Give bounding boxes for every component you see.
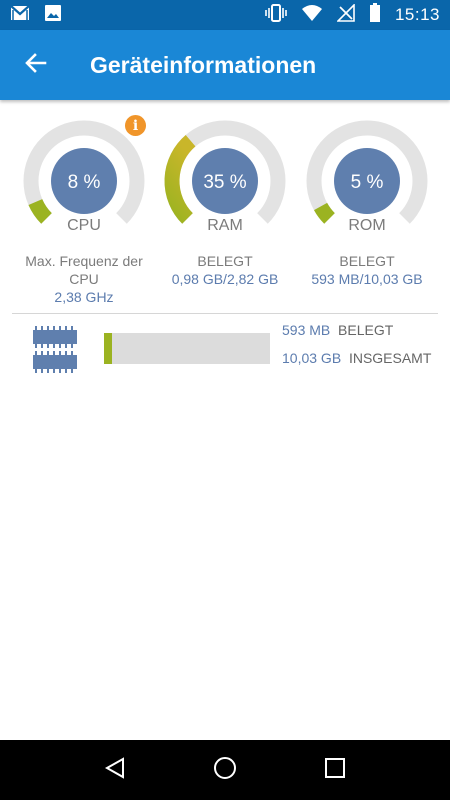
rom-gauge-fill: [313, 202, 336, 224]
rom-name-label: ROM: [348, 217, 385, 234]
cpu-name-label: CPU: [67, 217, 101, 234]
battery-icon: [369, 2, 381, 28]
ram-gauge[interactable]: 35 % RAM: [155, 115, 295, 245]
gallery-icon: [44, 4, 62, 27]
status-bar: 15:13: [0, 0, 450, 30]
cpu-gauge-fill: [28, 198, 53, 224]
ram-gauge-center: [192, 148, 258, 214]
ram-gauge-svg: 35 % RAM: [164, 120, 286, 234]
rom-info: BELEGT 593 MB/10,03 GB: [287, 252, 447, 288]
wifi-icon: [301, 4, 323, 27]
gauges-section: 8 % CPU 35 % RAM 5 % ROM: [0, 115, 450, 315]
cpu-gauge-track: [23, 120, 145, 224]
gmail-icon: [10, 4, 30, 26]
ram-info: BELEGT 0,98 GB/2,82 GB: [145, 252, 305, 288]
page-title: Geräteinformationen: [90, 51, 317, 78]
storage-total-label: INSGESAMT: [348, 350, 432, 366]
ram-gauge-fill: [164, 134, 196, 224]
status-time: 15:13: [394, 5, 440, 24]
rom-gauge[interactable]: 5 % ROM: [297, 115, 437, 245]
nav-recents-button[interactable]: [310, 745, 360, 795]
memory-chip-icon: [30, 324, 80, 381]
cpu-info: Max. Frequenz der CPU 2,38 GHz: [14, 252, 154, 306]
vibrate-icon: [265, 3, 287, 27]
rom-gauge-track: [306, 120, 428, 224]
back-button[interactable]: [8, 30, 64, 100]
storage-total: 10,03 GB INSGESAMT: [282, 350, 431, 366]
navigation-bar: [0, 740, 450, 800]
rom-info-value: 593 MB/10,03 GB: [311, 271, 423, 287]
nav-back-button[interactable]: [90, 745, 140, 795]
rom-gauge-svg: 5 % ROM: [306, 120, 428, 234]
recents-square-icon: [324, 757, 346, 784]
rom-info-label: BELEGT: [339, 253, 395, 269]
arrow-back-icon: [24, 51, 48, 80]
divider: [12, 313, 438, 314]
storage-used-label: BELEGT: [338, 322, 394, 338]
cpu-gauge-svg: 8 % CPU: [23, 120, 145, 234]
rom-gauge-center: [334, 148, 400, 214]
storage-used-value: 593 MB: [282, 322, 331, 338]
cpu-info-label: Max. Frequenz der CPU: [25, 253, 143, 287]
storage-progress-bar: [104, 333, 270, 364]
storage-total-value: 10,03 GB: [282, 350, 342, 366]
storage-row: 593 MB BELEGT 10,03 GB INSGESAMT: [0, 318, 450, 378]
ram-info-value: 0,98 GB/2,82 GB: [171, 271, 279, 287]
ram-percent-label: 35 %: [203, 172, 246, 193]
no-signal-icon: [336, 2, 355, 27]
ram-name-label: RAM: [207, 217, 243, 234]
cpu-percent-label: 8 %: [68, 172, 101, 193]
app-bar: Geräteinformationen: [0, 30, 450, 100]
rom-percent-label: 5 %: [351, 172, 384, 193]
ram-info-label: BELEGT: [197, 253, 253, 269]
cpu-info-value: 2,38 GHz: [54, 289, 114, 305]
cpu-gauge[interactable]: 8 % CPU: [14, 115, 154, 245]
storage-progress-fill: [104, 333, 113, 364]
nav-home-button[interactable]: [200, 745, 250, 795]
cpu-info-icon[interactable]: i: [125, 115, 146, 136]
back-triangle-icon: [103, 756, 127, 785]
storage-used: 593 MB BELEGT: [282, 322, 393, 338]
home-circle-icon: [212, 755, 238, 786]
cpu-gauge-center: [51, 148, 117, 214]
